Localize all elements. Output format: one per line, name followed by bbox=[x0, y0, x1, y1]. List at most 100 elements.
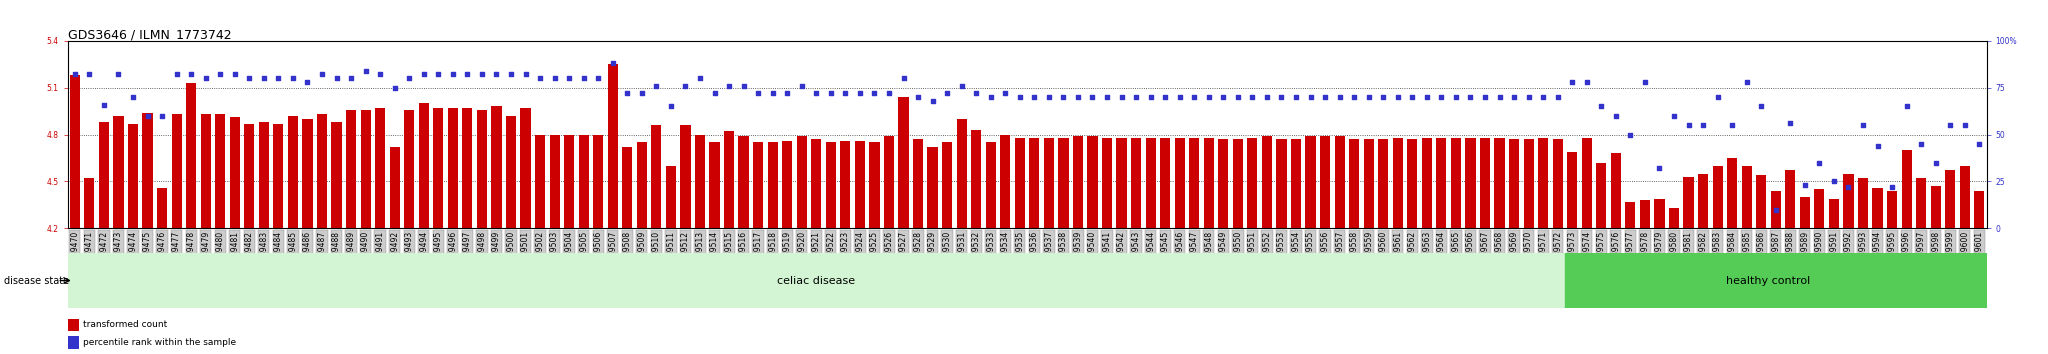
Bar bbox=[854, 141, 864, 228]
Point bbox=[1542, 94, 1575, 100]
Point bbox=[1106, 94, 1139, 100]
Bar bbox=[1014, 138, 1024, 228]
Bar bbox=[956, 119, 967, 228]
Point bbox=[479, 72, 512, 77]
Point bbox=[1599, 113, 1632, 119]
Point bbox=[188, 75, 221, 81]
Point bbox=[262, 75, 295, 81]
Bar bbox=[1960, 166, 1970, 228]
Bar bbox=[840, 141, 850, 228]
Point bbox=[205, 72, 238, 77]
Point bbox=[350, 68, 383, 74]
Point bbox=[233, 75, 266, 81]
Bar bbox=[1829, 199, 1839, 228]
Bar bbox=[1059, 138, 1069, 228]
Bar bbox=[885, 136, 895, 228]
Bar bbox=[1595, 163, 1606, 228]
Bar bbox=[1145, 138, 1155, 228]
Point bbox=[1004, 94, 1036, 100]
Bar bbox=[506, 116, 516, 228]
Bar bbox=[1612, 153, 1620, 228]
Point bbox=[1571, 79, 1604, 85]
Bar bbox=[492, 106, 502, 228]
Bar bbox=[1466, 138, 1475, 228]
Point bbox=[553, 75, 586, 81]
Bar bbox=[1247, 138, 1257, 228]
Point bbox=[1890, 103, 1923, 109]
Point bbox=[1163, 94, 1196, 100]
Point bbox=[117, 94, 150, 100]
Point bbox=[1511, 94, 1544, 100]
Point bbox=[379, 85, 412, 91]
Bar bbox=[1407, 139, 1417, 228]
Bar bbox=[942, 142, 952, 228]
Point bbox=[915, 98, 948, 104]
Bar bbox=[418, 103, 428, 228]
Point bbox=[1468, 94, 1501, 100]
Bar bbox=[1219, 139, 1229, 228]
Bar bbox=[463, 108, 473, 228]
Point bbox=[451, 72, 483, 77]
Bar bbox=[1726, 158, 1737, 228]
Point bbox=[1237, 94, 1270, 100]
Bar bbox=[985, 142, 995, 228]
Bar bbox=[1581, 138, 1591, 228]
Point bbox=[524, 75, 557, 81]
Point bbox=[422, 72, 455, 77]
Bar bbox=[158, 188, 168, 228]
Bar bbox=[1321, 136, 1331, 228]
Bar bbox=[1946, 171, 1956, 228]
Bar bbox=[1698, 173, 1708, 228]
Point bbox=[305, 72, 338, 77]
Point bbox=[727, 83, 760, 88]
Text: percentile rank within the sample: percentile rank within the sample bbox=[82, 338, 236, 347]
Bar bbox=[1378, 139, 1389, 228]
Bar bbox=[1190, 138, 1200, 228]
Point bbox=[1788, 182, 1821, 188]
Bar bbox=[346, 109, 356, 228]
Bar bbox=[201, 114, 211, 228]
Point bbox=[1745, 103, 1778, 109]
Point bbox=[174, 72, 207, 77]
Bar bbox=[1481, 138, 1491, 228]
Bar bbox=[113, 116, 123, 228]
Bar bbox=[811, 139, 821, 228]
Point bbox=[1628, 79, 1661, 85]
Bar bbox=[375, 108, 385, 228]
Point bbox=[1905, 141, 1937, 147]
Point bbox=[901, 94, 934, 100]
Bar bbox=[1712, 166, 1722, 228]
Point bbox=[872, 90, 905, 96]
Bar bbox=[1669, 208, 1679, 228]
Point bbox=[74, 72, 106, 77]
Bar bbox=[244, 124, 254, 228]
Point bbox=[1774, 120, 1806, 126]
Point bbox=[276, 75, 309, 81]
Text: disease state: disease state bbox=[4, 275, 70, 286]
Point bbox=[1192, 94, 1225, 100]
Point bbox=[1149, 94, 1182, 100]
Bar bbox=[520, 108, 530, 228]
Point bbox=[1178, 94, 1210, 100]
Bar bbox=[68, 336, 78, 349]
Bar bbox=[1102, 138, 1112, 228]
Point bbox=[131, 113, 164, 119]
Bar bbox=[1800, 197, 1810, 228]
Point bbox=[989, 90, 1022, 96]
Bar bbox=[1886, 191, 1896, 228]
Point bbox=[1614, 132, 1647, 137]
Text: healthy control: healthy control bbox=[1726, 275, 1810, 286]
Bar bbox=[1305, 136, 1315, 228]
Point bbox=[539, 75, 571, 81]
Point bbox=[1440, 94, 1473, 100]
Bar bbox=[1931, 186, 1942, 228]
Point bbox=[1847, 122, 1880, 128]
Bar bbox=[1276, 139, 1286, 228]
Bar bbox=[1974, 191, 1985, 228]
Point bbox=[741, 90, 774, 96]
Bar bbox=[1858, 178, 1868, 228]
Point bbox=[160, 72, 193, 77]
Bar bbox=[594, 135, 604, 228]
Point bbox=[248, 75, 281, 81]
Bar bbox=[1159, 138, 1169, 228]
